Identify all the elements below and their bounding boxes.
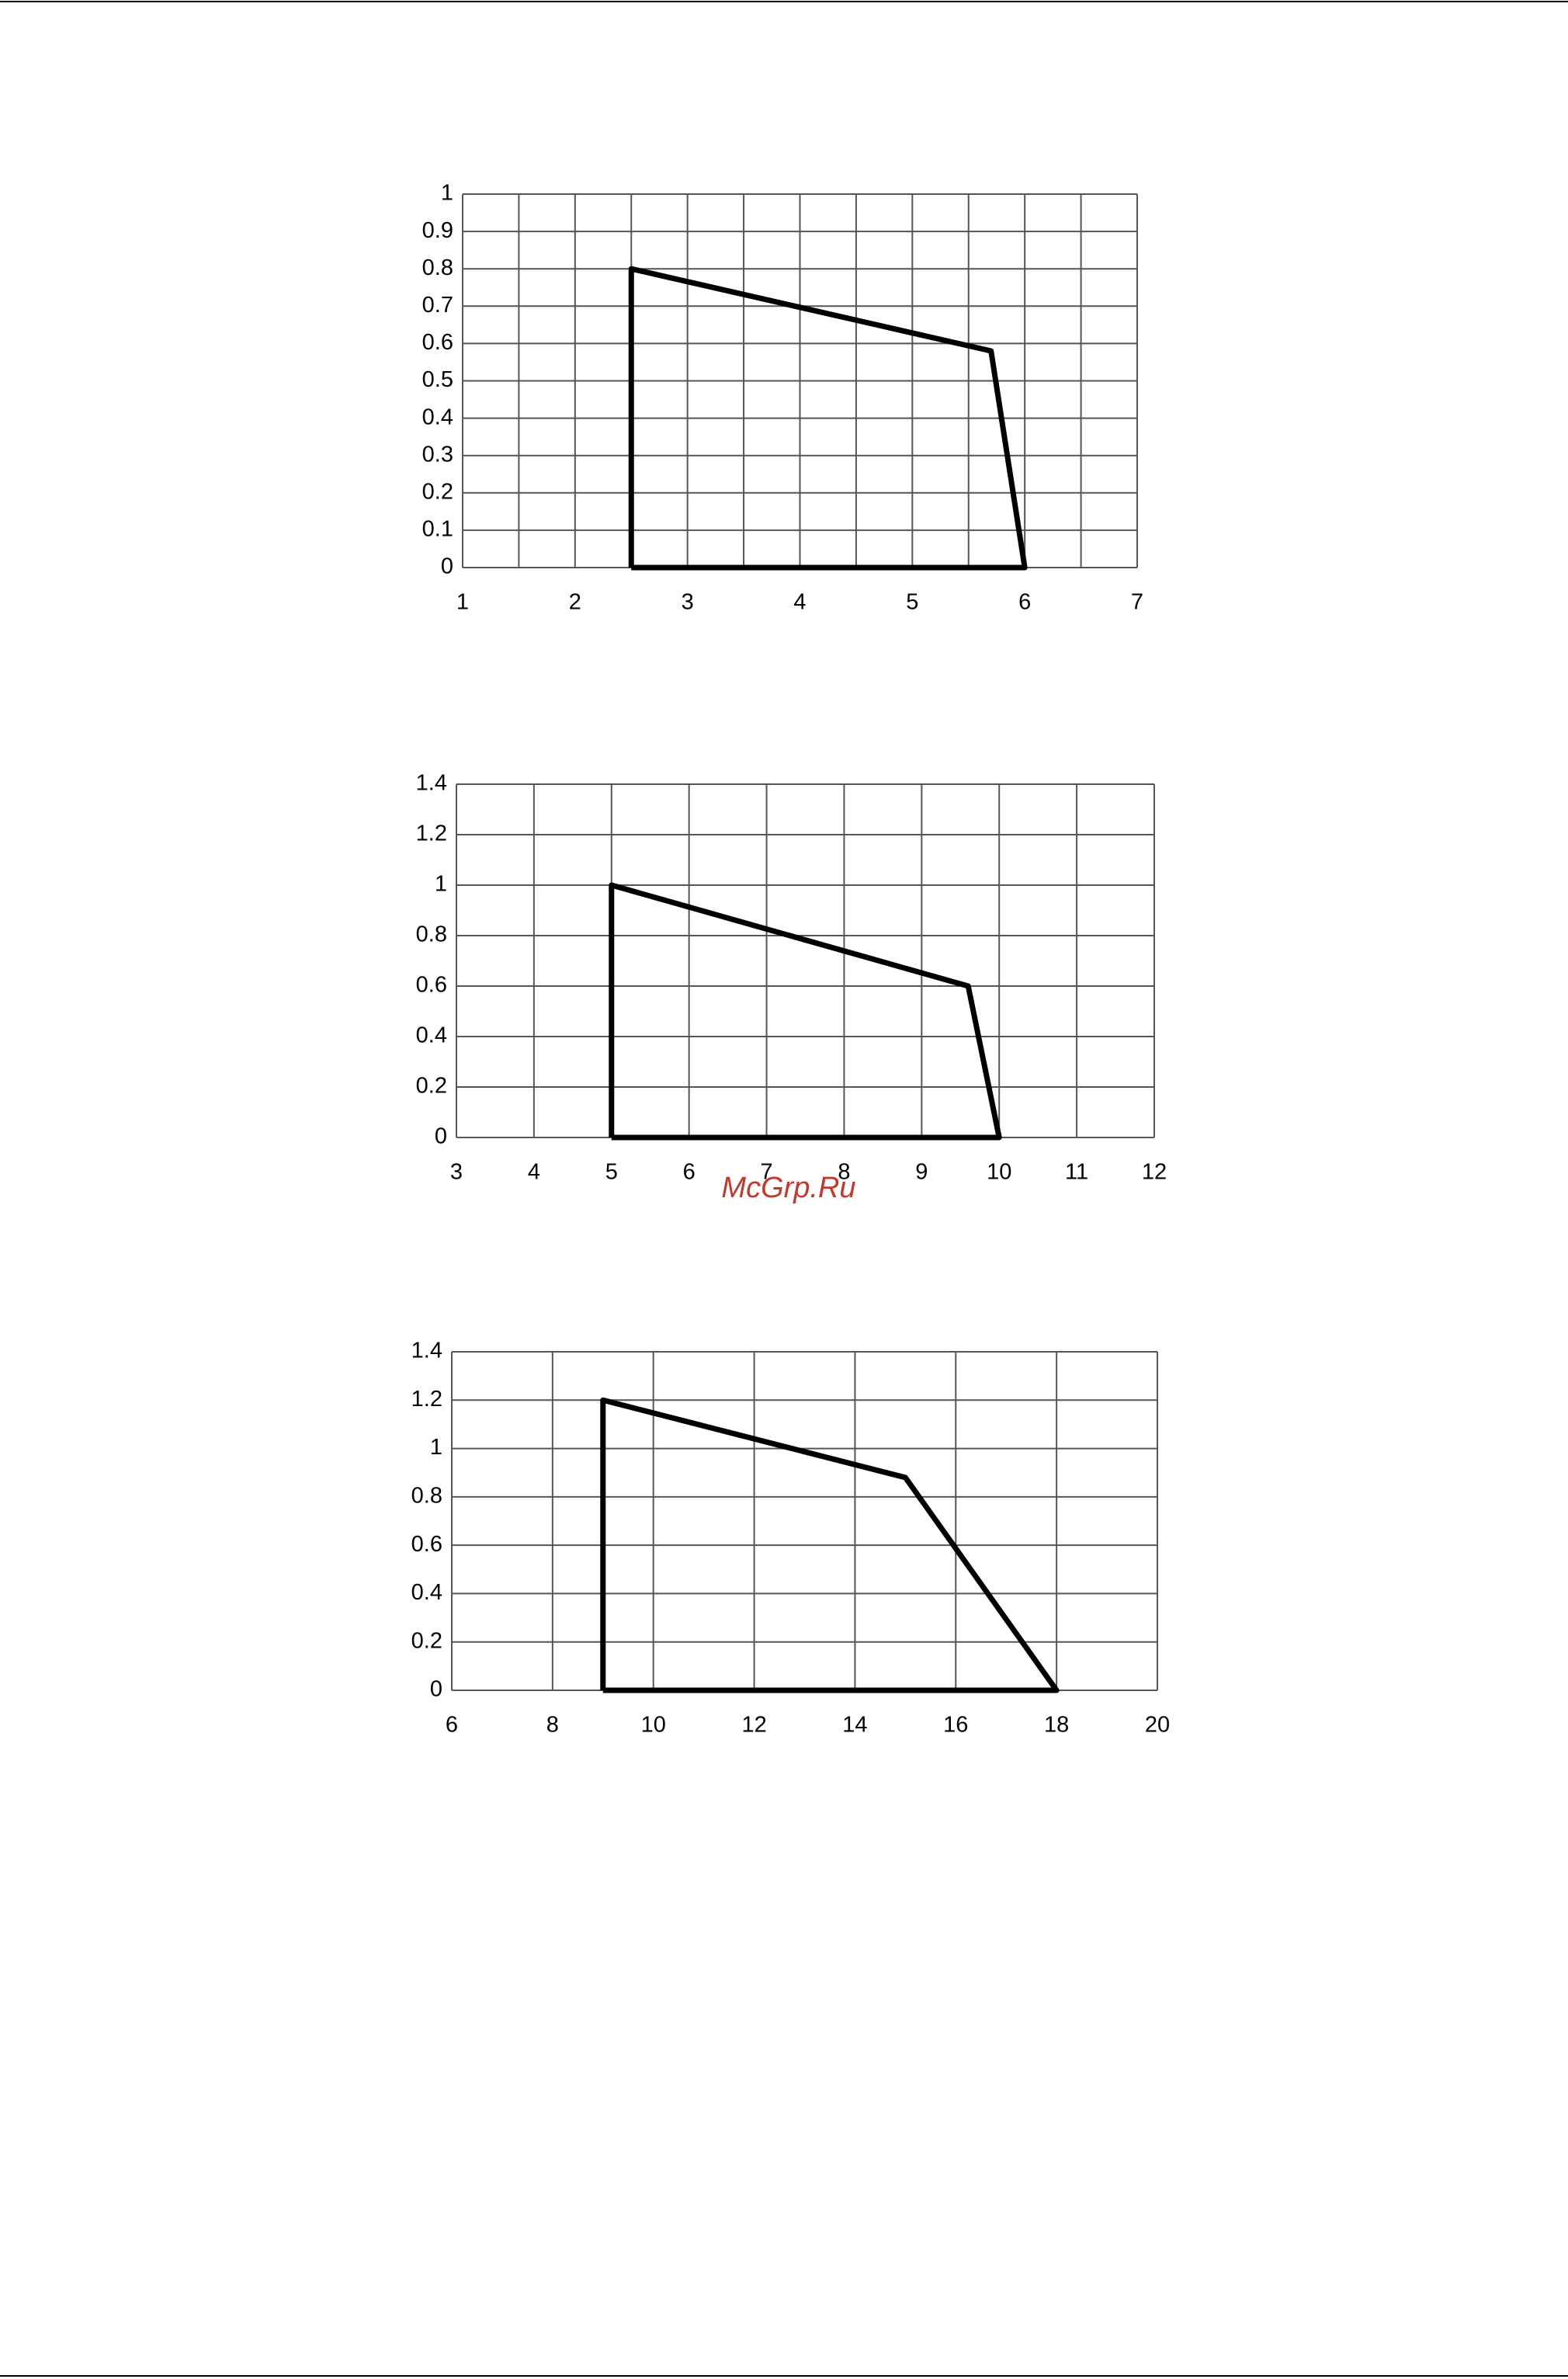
x-tick-label: 18	[1044, 1713, 1069, 1738]
x-tick-label: 1	[456, 590, 469, 615]
y-tick-label: 0.4	[422, 405, 453, 429]
y-tick-label: 0.4	[416, 1023, 447, 1048]
y-tick-label: 0	[441, 554, 453, 579]
x-tick-label: 8	[838, 1160, 850, 1185]
y-tick-label: 0.6	[416, 973, 447, 998]
y-tick-label: 0.8	[422, 255, 453, 280]
y-tick-label: 0	[430, 1677, 442, 1702]
watermark: McGrp.Ru	[721, 1172, 855, 1204]
x-tick-label: 6	[446, 1713, 458, 1738]
x-tick-label: 10	[987, 1160, 1011, 1185]
x-tick-label: 3	[682, 590, 694, 615]
x-tick-label: 7	[1131, 590, 1143, 615]
x-tick-label: 7	[760, 1160, 772, 1185]
x-tick-label: 4	[793, 590, 806, 615]
x-tick-label: 8	[546, 1713, 559, 1738]
y-tick-label: 0.4	[411, 1580, 442, 1605]
y-tick-label: 0.7	[422, 293, 453, 318]
y-tick-label: 0	[435, 1124, 447, 1149]
x-tick-label: 10	[641, 1713, 666, 1738]
y-tick-label: 0.2	[411, 1628, 442, 1653]
y-tick-label: 0.6	[422, 330, 453, 355]
x-tick-label: 5	[605, 1160, 618, 1185]
x-tick-label: 9	[915, 1160, 928, 1185]
y-tick-label: 0.9	[422, 218, 453, 243]
y-tick-label: 0.1	[422, 517, 453, 542]
y-tick-label: 1	[441, 181, 453, 206]
y-tick-label: 0.6	[411, 1532, 442, 1557]
x-tick-label: 2	[569, 590, 581, 615]
x-tick-label: 6	[1018, 590, 1031, 615]
x-tick-label: 3	[450, 1160, 463, 1185]
y-tick-label: 0.2	[422, 479, 453, 504]
y-tick-label: 0.2	[416, 1074, 447, 1099]
x-tick-label: 12	[1142, 1160, 1167, 1185]
line	[628, 266, 1028, 571]
x-tick-label: 14	[842, 1713, 867, 1738]
y-tick-label: 1.2	[416, 821, 447, 846]
x-tick-label: 16	[943, 1713, 968, 1738]
y-tick-label: 1	[430, 1435, 442, 1460]
y-tick-label: 1.4	[411, 1339, 442, 1363]
x-tick-label: 6	[683, 1160, 696, 1185]
y-tick-label: 0.8	[411, 1484, 442, 1509]
y-tick-label: 0.8	[416, 922, 447, 947]
y-tick-label: 1.4	[416, 771, 447, 796]
x-tick-label: 11	[1065, 1160, 1088, 1185]
y-tick-label: 1	[435, 872, 447, 897]
x-tick-label: 12	[741, 1713, 766, 1738]
line	[600, 1397, 1060, 1693]
x-tick-label: 20	[1145, 1713, 1170, 1738]
y-tick-label: 1.2	[411, 1387, 442, 1412]
line	[609, 882, 1002, 1141]
x-tick-label: 4	[528, 1160, 540, 1185]
y-tick-label: 0.3	[422, 442, 453, 467]
y-tick-label: 0.5	[422, 367, 453, 392]
x-tick-label: 5	[906, 590, 918, 615]
